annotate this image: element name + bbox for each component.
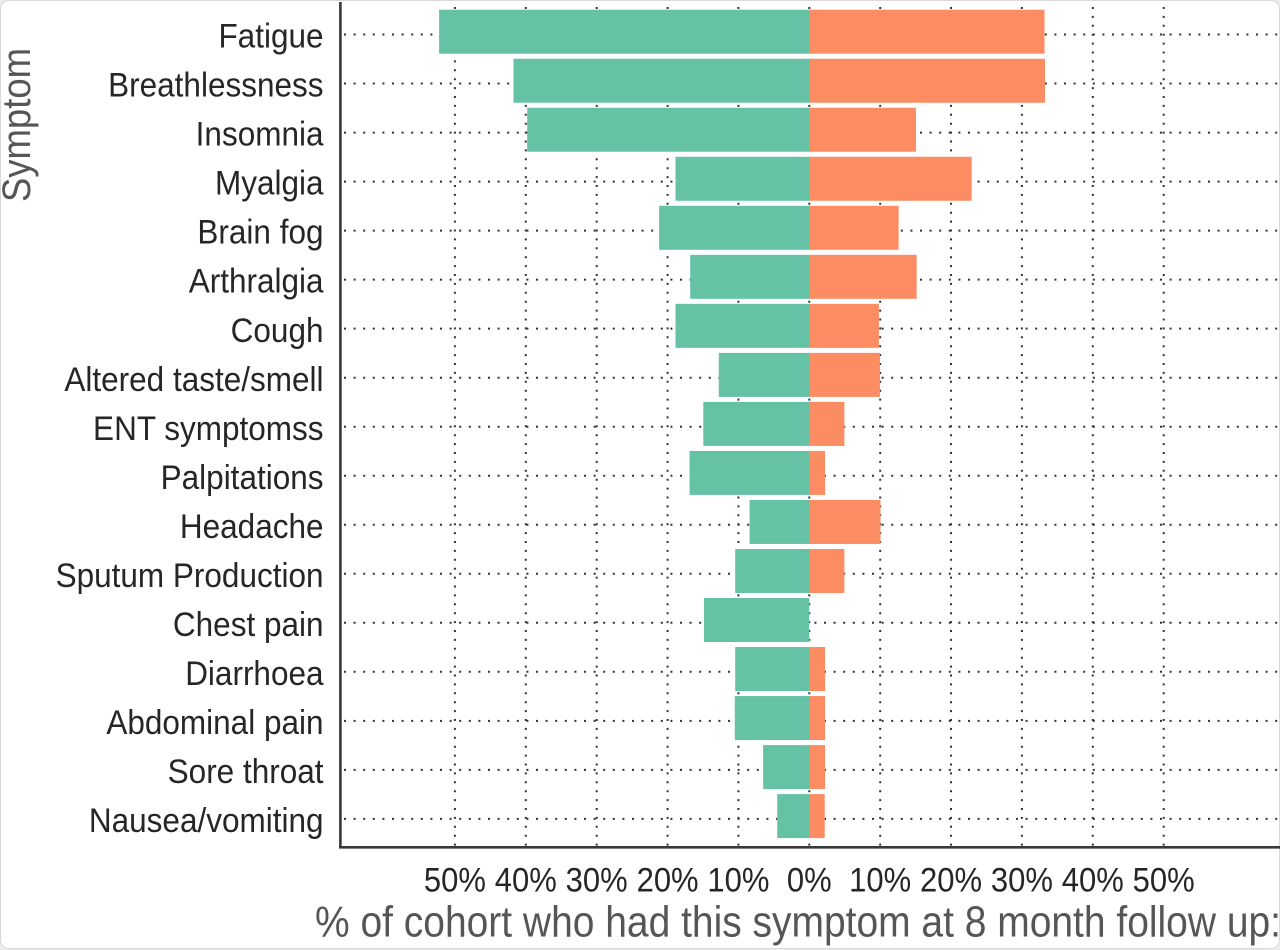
svg-text:Insomnia: Insomnia <box>196 115 324 154</box>
svg-text:50%: 50% <box>1133 861 1195 899</box>
svg-text:Chest pain: Chest pain <box>173 606 324 645</box>
svg-text:Headache: Headache <box>180 508 324 547</box>
svg-text:Palpitations: Palpitations <box>161 458 324 497</box>
svg-text:Brain fog: Brain fog <box>197 213 323 252</box>
svg-text:ENT symptomss: ENT symptomss <box>93 409 323 448</box>
svg-text:30%: 30% <box>991 861 1053 899</box>
svg-text:40%: 40% <box>1062 861 1124 899</box>
svg-text:Altered taste/smell: Altered taste/smell <box>64 360 323 399</box>
svg-text:30%: 30% <box>566 861 628 899</box>
svg-text:40%: 40% <box>495 861 557 899</box>
svg-text:10%: 10% <box>707 861 769 899</box>
svg-text:50%: 50% <box>424 861 486 899</box>
svg-text:20%: 20% <box>637 861 699 899</box>
svg-text:Abdominal pain: Abdominal pain <box>106 704 323 743</box>
svg-text:Myalgia: Myalgia <box>215 164 324 203</box>
svg-text:Diarrhoea: Diarrhoea <box>185 655 324 694</box>
svg-text:Symptom: Symptom <box>0 48 39 202</box>
svg-text:Nausea/vomiting: Nausea/vomiting <box>89 802 324 841</box>
svg-text:% of cohort who had this sympt: % of cohort who had this symptom at 8 mo… <box>315 898 1280 946</box>
svg-text:Sputum Production: Sputum Production <box>56 557 324 596</box>
svg-text:0%: 0% <box>787 861 832 899</box>
svg-text:10%: 10% <box>849 861 911 899</box>
svg-text:Arthralgia: Arthralgia <box>189 262 324 301</box>
svg-text:20%: 20% <box>920 861 982 899</box>
svg-text:Cough: Cough <box>231 311 324 350</box>
svg-text:Sore throat: Sore throat <box>168 753 324 792</box>
svg-text:Breathlessness: Breathlessness <box>108 66 323 105</box>
svg-text:Fatigue: Fatigue <box>218 17 323 56</box>
